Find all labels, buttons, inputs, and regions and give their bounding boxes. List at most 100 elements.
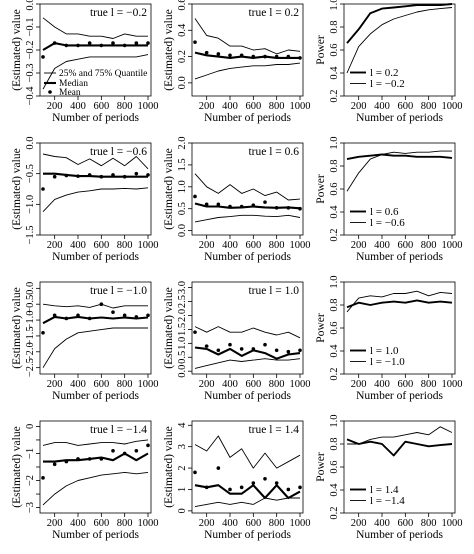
upper-quantile-line <box>194 18 301 55</box>
x-tick-label: 1000 <box>138 379 159 390</box>
median-line <box>194 202 301 210</box>
y-tick-label: 0.0 <box>25 282 36 295</box>
y-axis-label: (Estimated) value <box>11 426 23 507</box>
y-tick-label: −1.5 <box>25 225 36 244</box>
x-axis-label: Number of periods <box>204 390 291 402</box>
x-tick-label: 1000 <box>442 101 463 112</box>
legend-label-quantile: 25% and 75% Quantile <box>59 69 147 79</box>
x-tick-label: 800 <box>421 240 437 251</box>
x-tick-label: 400 <box>70 379 86 390</box>
mean-point <box>111 448 115 453</box>
y-tick-label: 1.0 <box>329 136 340 149</box>
mean-point <box>52 313 57 318</box>
mean-point <box>99 302 104 307</box>
mean-point <box>286 206 291 210</box>
mean-point <box>263 476 267 481</box>
legend-label-median: Median <box>59 79 88 89</box>
y-tick-label: 0.6 <box>329 460 340 473</box>
y-tick-label: −0.1 <box>25 17 36 36</box>
y-tick-label: 0.4 <box>329 344 340 358</box>
mean-point <box>216 52 221 56</box>
mean-point <box>204 202 209 207</box>
x-tick-label: 200 <box>351 101 367 112</box>
mean-point <box>52 41 57 45</box>
y-tick-label: 1.0 <box>329 275 340 288</box>
x-tick-label: 400 <box>374 518 390 529</box>
y-tick-label: −3 <box>25 502 36 513</box>
y-tick-label: 0.2 <box>329 367 340 380</box>
x-tick-label: 600 <box>245 379 261 390</box>
legend-label: l = 0.2 <box>370 67 399 79</box>
y-axis-label: (Estimated) value <box>11 9 23 90</box>
mean-point <box>239 53 244 58</box>
panel-title: true l = −0.2 <box>90 7 147 19</box>
power-line-positive <box>346 299 453 309</box>
x-tick-label: 1000 <box>442 518 463 529</box>
upper-quantile-line <box>194 326 301 339</box>
y-tick-label: 0.0 <box>25 0 36 11</box>
y-tick-label: −2.0 <box>25 342 36 361</box>
mean-point <box>216 348 221 353</box>
upper-quantile-line <box>42 153 149 170</box>
mean-point <box>193 40 197 44</box>
legend-label: l = −0.2 <box>370 78 405 90</box>
mean-point <box>146 173 150 177</box>
y-axis-label: (Estimated) value <box>163 426 175 507</box>
x-tick-label: 800 <box>421 101 437 112</box>
y-axis-label: Power <box>315 313 327 343</box>
legend-label: l = 1.0 <box>370 345 399 357</box>
mean-point <box>239 347 244 351</box>
x-axis-label: Number of periods <box>52 112 139 124</box>
y-tick-label: 0.6 <box>329 321 340 334</box>
x-tick-label: 800 <box>117 240 133 251</box>
mean-point <box>41 330 45 335</box>
x-axis-label: Number of periods <box>356 529 443 541</box>
mean-point <box>99 43 104 48</box>
x-axis-label: Number of periods <box>356 251 443 263</box>
lower-quantile-line <box>194 62 301 80</box>
mean-point <box>193 194 197 199</box>
x-tick-label: 400 <box>374 101 390 112</box>
mean-point <box>228 487 232 492</box>
y-tick-label: 0.4 <box>329 205 340 219</box>
lower-quantile-line <box>194 497 300 508</box>
lower-quantile-line <box>42 327 148 368</box>
mean-point <box>204 485 209 490</box>
x-tick-label: 800 <box>421 518 437 529</box>
mean-point <box>134 448 139 453</box>
x-tick-label: 200 <box>199 379 215 390</box>
y-tick-label: 0.6 <box>177 0 188 11</box>
median-line <box>194 51 300 59</box>
mean-point <box>298 348 302 353</box>
x-tick-label: 400 <box>222 379 238 390</box>
x-axis-label: Number of periods <box>356 112 443 124</box>
mean-point <box>251 203 256 208</box>
x-tick-label: 800 <box>269 379 285 390</box>
y-tick-label: 0.5 <box>177 202 188 215</box>
y-axis-label: (Estimated) value <box>11 148 23 229</box>
power-line-negative <box>346 290 453 313</box>
mean-point <box>274 54 279 59</box>
mean-point <box>274 206 279 210</box>
x-tick-label: 200 <box>351 240 367 251</box>
plot-frame <box>191 420 304 514</box>
upper-quantile-line <box>194 173 301 201</box>
mean-point <box>99 174 104 179</box>
upper-quantile-line <box>42 17 148 39</box>
x-tick-label: 800 <box>117 101 133 112</box>
plot-frame <box>191 281 304 375</box>
mean-point <box>228 342 232 347</box>
mean-point <box>298 206 302 211</box>
y-tick-label: 0.0 <box>177 365 188 378</box>
lower-quantile-line <box>194 358 301 369</box>
mean-point <box>76 43 80 48</box>
y-tick-label: 3.0 <box>177 281 188 294</box>
mean-point <box>228 53 232 58</box>
x-tick-label: 600 <box>93 101 109 112</box>
x-tick-label: 400 <box>374 240 390 251</box>
mean-point <box>64 43 69 48</box>
mean-point <box>216 202 221 207</box>
